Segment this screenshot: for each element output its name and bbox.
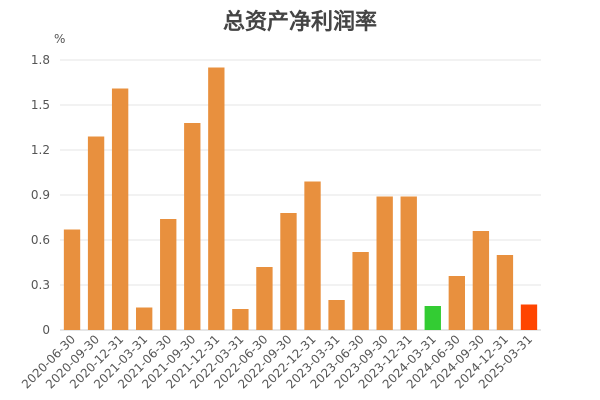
bar-2022-12-31: [304, 181, 321, 330]
bar-2023-09-30: [376, 196, 393, 330]
bar-2024-06-30: [448, 276, 466, 330]
y-tick-label: 0.6: [31, 233, 50, 247]
y-tick-label: 1.5: [31, 98, 50, 112]
bar-2023-06-30: [352, 252, 369, 330]
y-tick-label: 0.9: [31, 188, 50, 202]
bar-2024-03-31: [424, 306, 441, 330]
bars: [63, 67, 538, 330]
y-axis-unit: %: [54, 32, 65, 46]
y-tick-label: 0.3: [31, 278, 50, 292]
bar-2025-03-31: [520, 304, 538, 330]
bar-2021-06-30: [160, 219, 177, 330]
bar-2022-09-30: [280, 213, 297, 330]
bar-2021-03-31: [135, 307, 153, 330]
y-axis-tick-labels: 0 0.3 0.6 0.9 1.2 1.5 1.8: [31, 53, 50, 337]
bar-2023-12-31: [400, 196, 417, 330]
bar-2022-06-30: [256, 267, 273, 330]
bar-2023-03-31: [328, 300, 345, 330]
bar-2021-09-30: [184, 123, 201, 330]
bar-2021-12-31: [208, 67, 225, 330]
y-tick-label: 0: [42, 323, 50, 337]
x-axis-tick-labels: 2020-06-302020-09-302020-12-312021-03-31…: [19, 332, 535, 391]
bar-2024-12-31: [496, 255, 514, 330]
bar-2020-09-30: [87, 136, 105, 330]
grid-lines: [60, 59, 541, 331]
y-tick-label: 1.8: [31, 53, 50, 67]
bar-2022-03-31: [232, 309, 249, 330]
bar-2020-12-31: [111, 88, 129, 330]
bar-2020-06-30: [63, 229, 81, 330]
y-tick-label: 1.2: [31, 143, 50, 157]
bar-2024-09-30: [472, 231, 490, 330]
chart-title: 总资产净利润率: [222, 10, 377, 35]
